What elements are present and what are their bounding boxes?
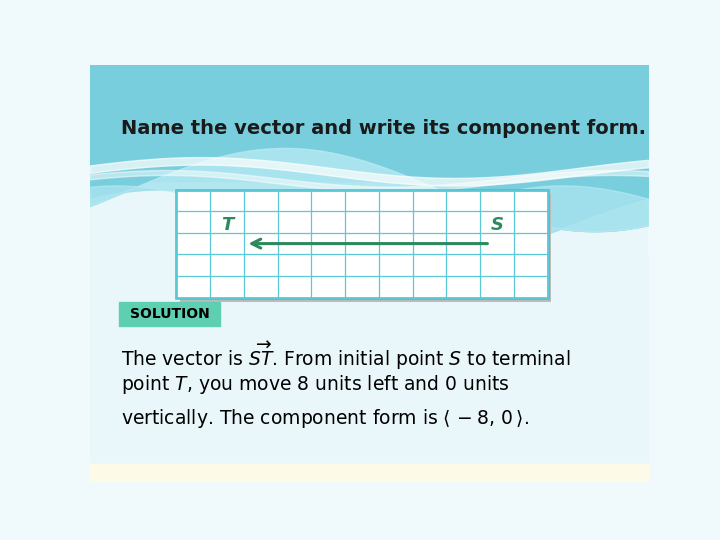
Text: point $T$, you move $8$ units left and $0$ units: point $T$, you move $8$ units left and $… xyxy=(121,373,510,396)
Text: Name the vector and write its component form.: Name the vector and write its component … xyxy=(121,119,646,138)
FancyBboxPatch shape xyxy=(180,194,551,302)
FancyBboxPatch shape xyxy=(176,190,548,298)
FancyBboxPatch shape xyxy=(119,302,220,326)
Text: vertically. The component form is $\langle\,-8,\, 0\,\rangle$.: vertically. The component form is $\lang… xyxy=(121,407,528,430)
Text: SOLUTION: SOLUTION xyxy=(130,307,210,321)
Text: T: T xyxy=(221,216,233,234)
Text: The vector is $\overrightarrow{ST}$. From initial point $S$ to terminal: The vector is $\overrightarrow{ST}$. Fro… xyxy=(121,339,570,372)
Text: S: S xyxy=(490,216,503,234)
FancyBboxPatch shape xyxy=(90,65,648,481)
